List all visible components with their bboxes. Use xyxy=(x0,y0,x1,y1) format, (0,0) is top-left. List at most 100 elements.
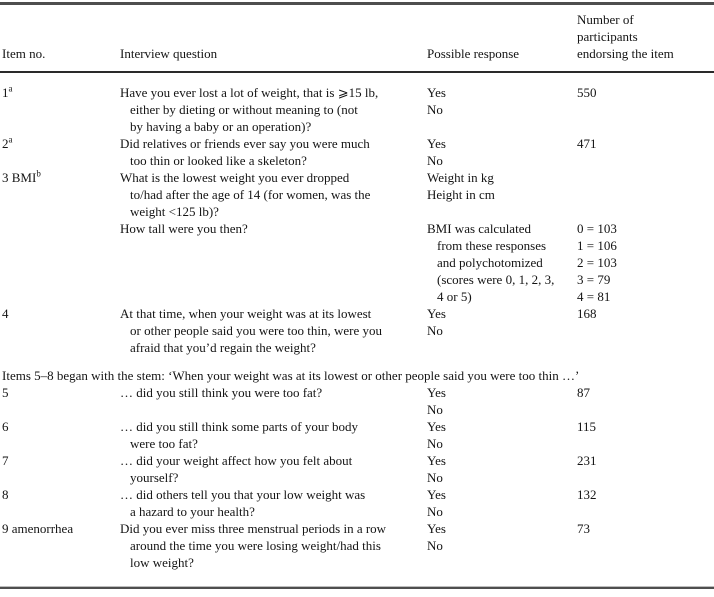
header-participants-line: endorsing the item xyxy=(577,46,674,61)
question-cell: Did relatives or friends ever say you we… xyxy=(120,135,427,169)
response-line: (scores were 0, 1, 2, 3, xyxy=(437,272,555,287)
item-cell: 6 xyxy=(0,418,120,452)
item-number: 4 xyxy=(2,306,9,321)
item-footnote-marker: a xyxy=(8,134,13,145)
header-item-no: Item no. xyxy=(0,5,120,73)
count-value: 2 = 103 xyxy=(577,255,617,270)
response-line: No xyxy=(427,436,443,451)
item-cell: 8 xyxy=(0,486,120,520)
item-cell: 2a xyxy=(0,135,120,169)
table-header: Item no. Interview question Possible res… xyxy=(0,5,714,73)
question-cell: … did you still think you were too fat? xyxy=(120,384,427,418)
count-cell: 168 xyxy=(577,305,714,356)
question-cell: What is the lowest weight you ever dropp… xyxy=(120,169,427,220)
item-cell: 9 amenorrhea xyxy=(0,520,120,571)
response-line: Yes xyxy=(427,453,446,468)
question-line: too thin or looked like a skeleton? xyxy=(130,153,307,168)
count-cell: 115 xyxy=(577,418,714,452)
question-line: or other people said you were too thin, … xyxy=(130,323,382,338)
item-cell xyxy=(0,220,120,305)
question-line: What is the lowest weight you ever dropp… xyxy=(120,170,350,185)
count-cell: 550 xyxy=(577,72,714,135)
response-cell: Yes No xyxy=(427,72,577,135)
header-row: Item no. Interview question Possible res… xyxy=(0,5,714,73)
response-line: No xyxy=(427,504,443,519)
count-value: 550 xyxy=(577,85,597,100)
question-line: a hazard to your health? xyxy=(130,504,255,519)
table-row: 8 … did others tell you that your low wei… xyxy=(0,486,714,520)
table-row: 7 … did your weight affect how you felt a… xyxy=(0,452,714,486)
response-line: No xyxy=(427,402,443,417)
response-line: 4 or 5) xyxy=(437,289,472,304)
response-cell: BMI was calculated from these responses an… xyxy=(427,220,577,305)
question-cell: Have you ever lost a lot of weight, that… xyxy=(120,72,427,135)
question-line: … did your weight affect how you felt ab… xyxy=(120,453,353,468)
item-number: 5 xyxy=(2,385,9,400)
question-line: around the time you were losing weight/h… xyxy=(130,538,381,553)
item-cell: 3 BMIb xyxy=(0,169,120,220)
response-line: Yes xyxy=(427,385,446,400)
table-row: 3 BMIb What is the lowest weight you ever… xyxy=(0,169,714,220)
count-cell: 0 = 103 1 = 106 2 = 103 3 = 79 4 = 81 xyxy=(577,220,714,305)
item-cell: 7 xyxy=(0,452,120,486)
count-cell: 471 xyxy=(577,135,714,169)
item-cell: 4 xyxy=(0,305,120,356)
response-cell: Yes No xyxy=(427,486,577,520)
table-row: 4 At that time, when your weight was at i… xyxy=(0,305,714,356)
table-bottom-rule xyxy=(0,586,714,589)
table-row: 1a Have you ever lost a lot of weight, th… xyxy=(0,72,714,135)
response-line: Yes xyxy=(427,521,446,536)
response-line: Yes xyxy=(427,85,446,100)
table-body: 1a Have you ever lost a lot of weight, th… xyxy=(0,72,714,571)
count-cell: 87 xyxy=(577,384,714,418)
response-line: Yes xyxy=(427,136,446,151)
count-value: 231 xyxy=(577,453,597,468)
response-line: Yes xyxy=(427,487,446,502)
header-participants-line: participants xyxy=(577,29,638,44)
count-value: 132 xyxy=(577,487,597,502)
item-cell: 1a xyxy=(0,72,120,135)
item-number: 1 xyxy=(2,85,9,100)
response-line: No xyxy=(427,153,443,168)
count-cell xyxy=(577,169,714,220)
count-cell: 231 xyxy=(577,452,714,486)
question-line: Did relatives or friends ever say you we… xyxy=(120,136,370,151)
item-number: 9 amenorrhea xyxy=(2,521,74,536)
response-line: Yes xyxy=(427,419,446,434)
item-number: 2 xyxy=(2,136,9,151)
table-row: How tall were you then? BMI was calculate… xyxy=(0,220,714,305)
count-value: 4 = 81 xyxy=(577,289,611,304)
response-cell: Yes No xyxy=(427,452,577,486)
response-cell: Yes No xyxy=(427,418,577,452)
response-line: No xyxy=(427,538,443,553)
response-line: No xyxy=(427,470,443,485)
response-line: from these responses xyxy=(437,238,547,253)
response-line: Height in cm xyxy=(427,187,495,202)
table-row: 9 amenorrhea Did you ever miss three mens… xyxy=(0,520,714,571)
item-number: 3 BMI xyxy=(2,170,37,185)
question-line: afraid that you’d regain the weight? xyxy=(130,340,316,355)
item-footnote-marker: b xyxy=(36,168,41,179)
response-line: No xyxy=(427,323,443,338)
question-line: weight <125 lb)? xyxy=(130,204,219,219)
stem-row: Items 5–8 began with the stem: ‘When you… xyxy=(0,356,714,384)
count-cell: 73 xyxy=(577,520,714,571)
question-cell: … did others tell you that your low weig… xyxy=(120,486,427,520)
table-row: 6 … did you still think some parts of you… xyxy=(0,418,714,452)
item-number: 6 xyxy=(2,419,9,434)
table-row: 2a Did relatives or friends ever say you … xyxy=(0,135,714,169)
response-line: No xyxy=(427,102,443,117)
question-line: Did you ever miss three menstrual period… xyxy=(120,521,387,536)
table-row: 5 … did you still think you were too fat?… xyxy=(0,384,714,418)
question-cell: … did your weight affect how you felt ab… xyxy=(120,452,427,486)
count-value: 1 = 106 xyxy=(577,238,617,253)
response-cell: Yes No xyxy=(427,384,577,418)
question-line: … did others tell you that your low weig… xyxy=(120,487,366,502)
question-line: were too fat? xyxy=(130,436,198,451)
header-participants-count: Number of participants endorsing the ite… xyxy=(577,5,714,73)
response-cell: Yes No xyxy=(427,305,577,356)
question-line: … did you still think you were too fat? xyxy=(120,385,323,400)
response-line: and polychotomized xyxy=(437,255,543,270)
question-line: low weight? xyxy=(130,555,194,570)
